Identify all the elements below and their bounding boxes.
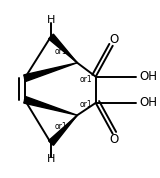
Text: O: O — [110, 33, 119, 46]
Text: H: H — [47, 15, 55, 25]
Text: OH: OH — [139, 70, 157, 83]
Polygon shape — [48, 34, 77, 63]
Text: O: O — [110, 134, 119, 146]
Text: OH: OH — [139, 96, 157, 109]
Polygon shape — [24, 96, 77, 115]
Text: or1: or1 — [55, 122, 67, 130]
Text: or1: or1 — [80, 100, 92, 109]
Polygon shape — [48, 115, 77, 145]
Text: or1: or1 — [80, 75, 92, 84]
Polygon shape — [24, 63, 77, 82]
Text: or1: or1 — [55, 48, 67, 56]
Text: H: H — [47, 154, 55, 164]
